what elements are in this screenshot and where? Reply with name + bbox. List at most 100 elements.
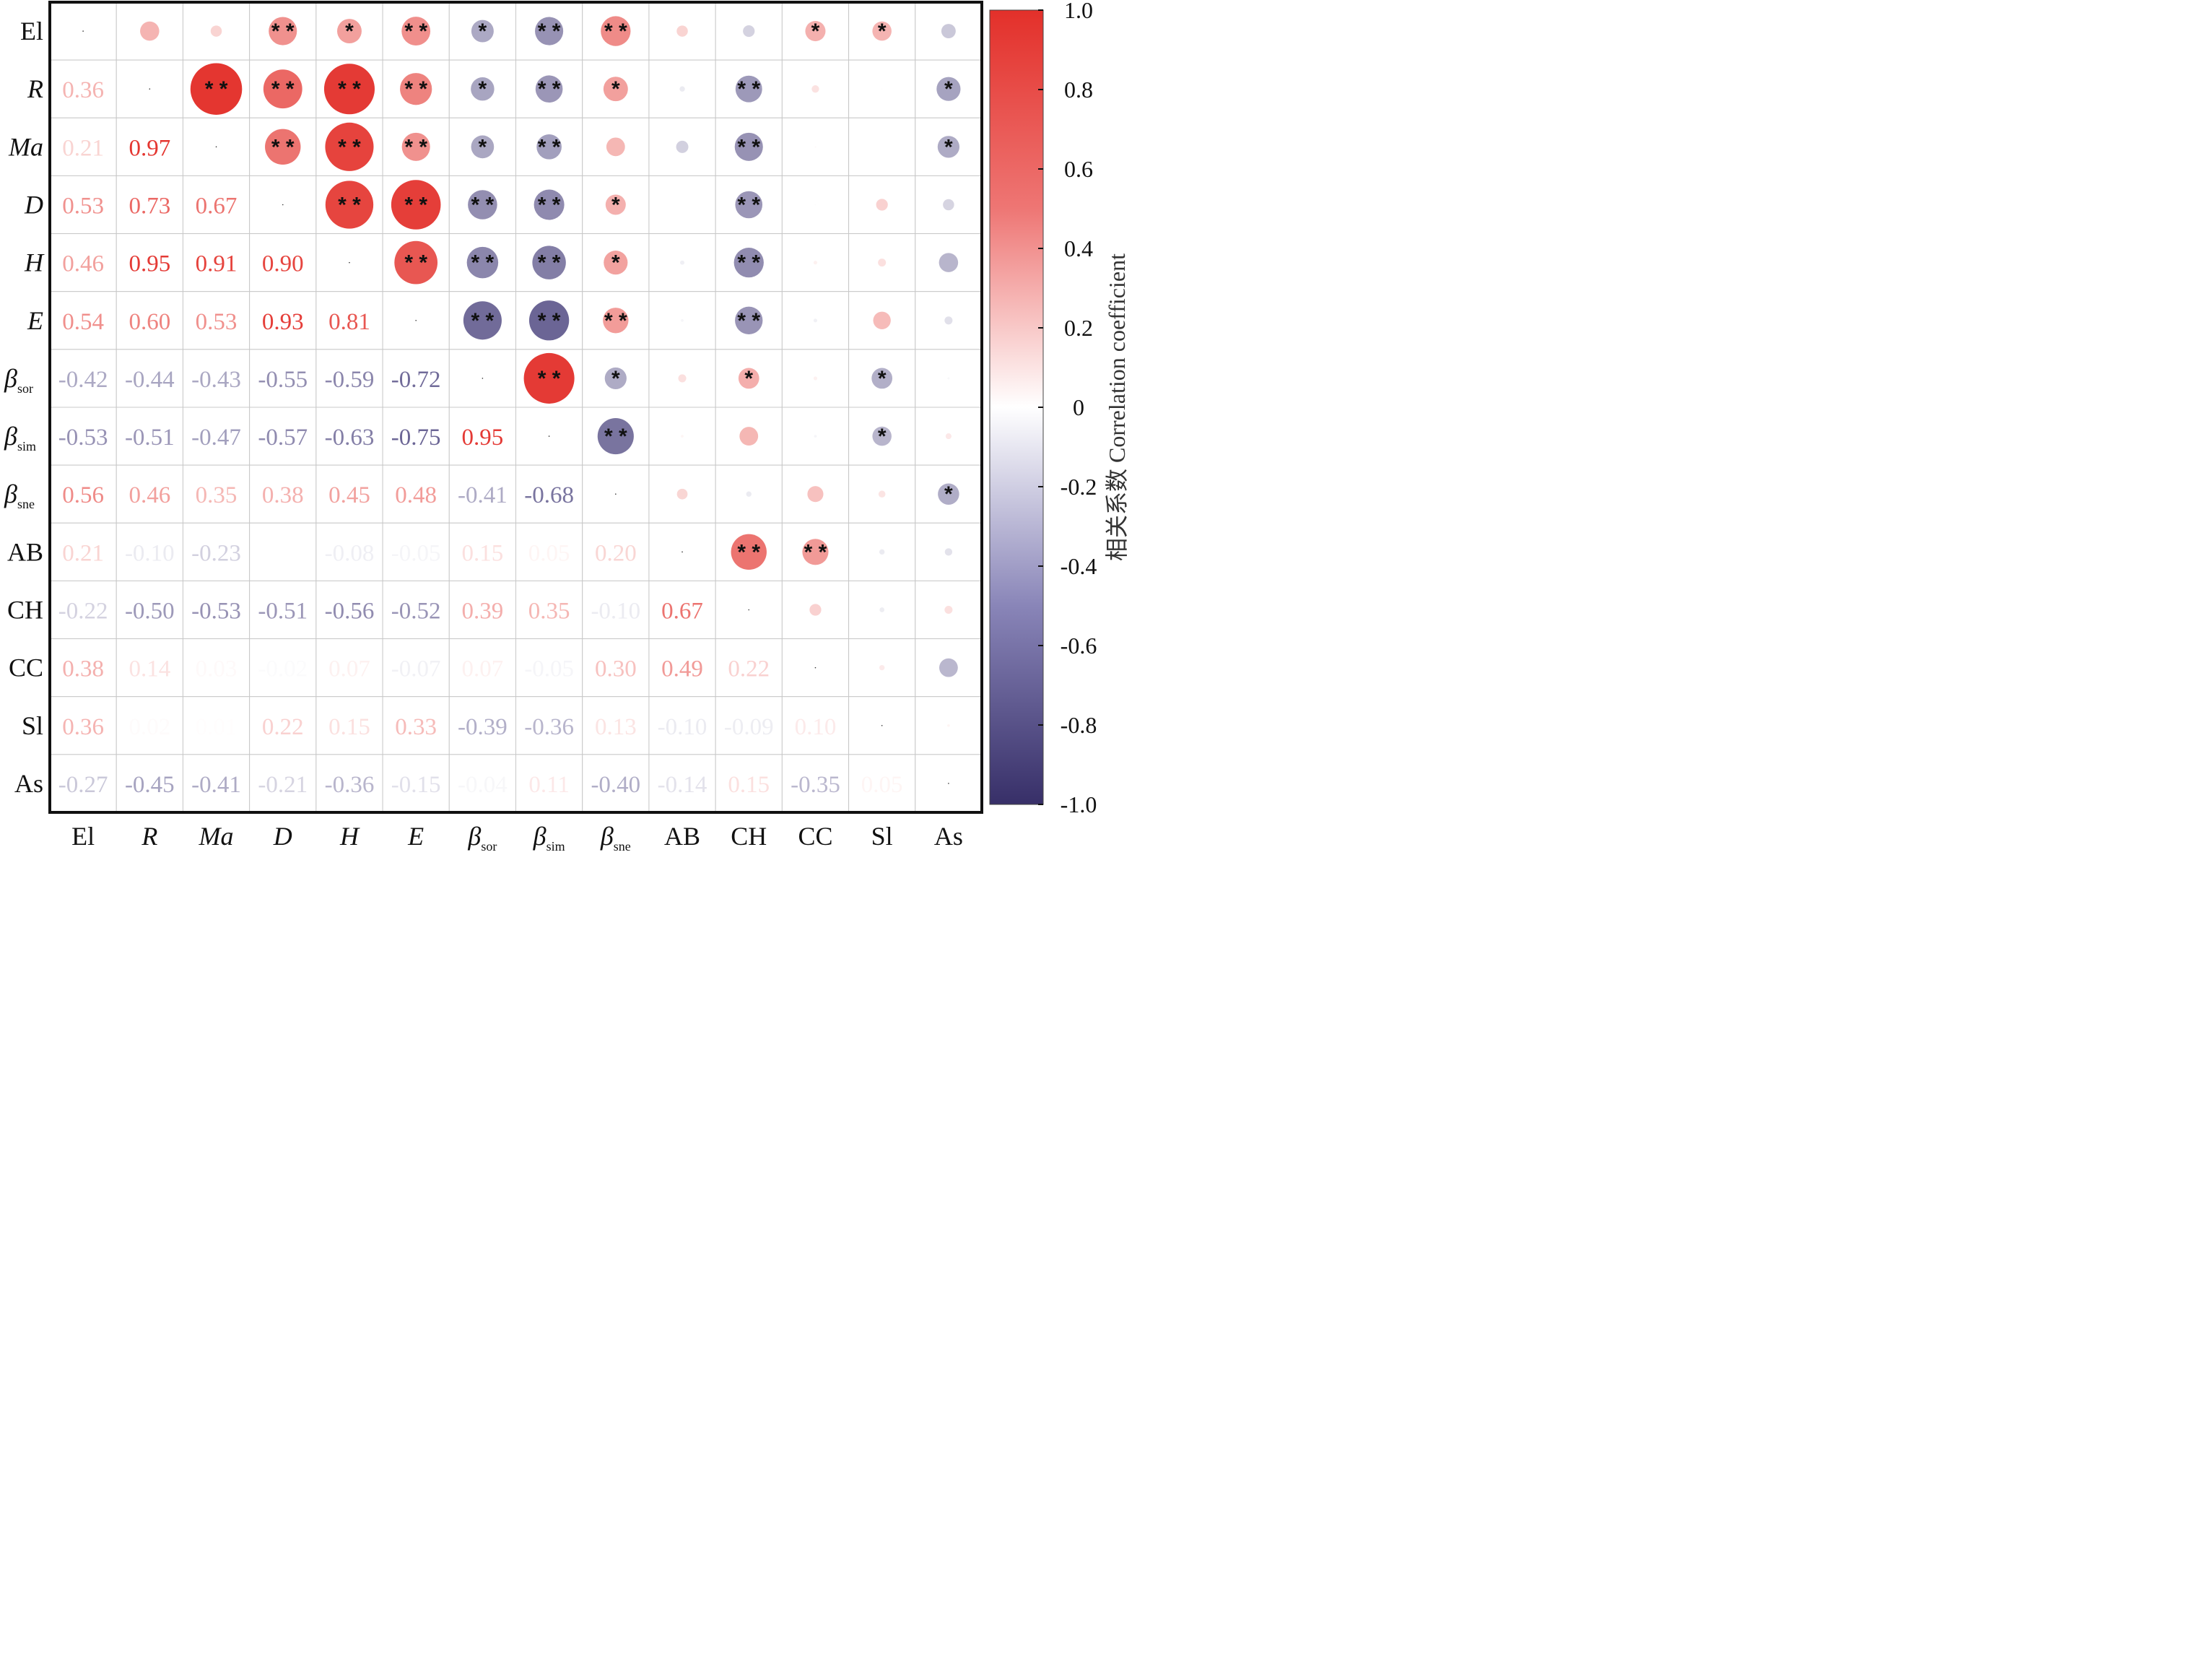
correlation-circle: [597, 418, 634, 455]
diagonal-dot: [349, 261, 350, 264]
significance-marker: *: [479, 77, 487, 101]
column-label: Ma: [199, 822, 234, 851]
significance-marker: *: [878, 367, 887, 391]
correlation-circle: [871, 368, 893, 389]
cell-background: [249, 407, 317, 466]
matrix-cell: 0.91: [182, 233, 251, 292]
coefficient-label: 0.35: [196, 482, 238, 508]
correlation-circle: [813, 376, 818, 381]
matrix-cell: * *: [249, 1, 317, 61]
significance-marker: * *: [737, 135, 760, 159]
correlation-circle: [733, 247, 764, 278]
matrix-cell: * *: [515, 349, 583, 408]
significance-marker: * *: [271, 19, 295, 43]
cell-background: [49, 464, 117, 524]
cell-background: [315, 580, 383, 640]
coefficient-label: -0.43: [191, 367, 241, 393]
correlation-circle: [944, 316, 953, 325]
matrix-cell: [915, 1, 983, 61]
matrix-cell: -0.21: [249, 754, 317, 813]
correlation-circle: [468, 190, 497, 220]
correlation-circle: [731, 534, 767, 570]
matrix-cell: -0.02: [249, 638, 317, 698]
cell-background: [315, 407, 383, 466]
matrix-cell: * *: [382, 175, 450, 235]
cell-background: [49, 175, 117, 235]
cell-background: [648, 175, 716, 235]
correlation-circle: [681, 318, 684, 322]
correlation-circle: [325, 122, 374, 171]
correlation-circle: [814, 435, 817, 438]
matrix-cell: *: [582, 233, 650, 292]
matrix-cell: [648, 117, 716, 176]
row-label: D: [24, 191, 43, 220]
coefficient-label: -0.47: [191, 425, 241, 451]
cell-background: [448, 696, 516, 755]
column-label: El: [71, 822, 95, 851]
cell-background: [49, 117, 117, 176]
coefficient-label: 0.56: [62, 482, 104, 508]
cell-background: [315, 696, 383, 755]
matrix-cell: * *: [515, 59, 583, 118]
diagonal-dot: [615, 493, 617, 495]
cell-background: [49, 696, 117, 755]
correlation-circle: [872, 426, 892, 446]
matrix-cell: -0.55: [249, 349, 317, 408]
coefficient-label: -0.15: [391, 772, 441, 798]
matrix-cell: [116, 1, 183, 61]
correlation-circle: [881, 88, 883, 90]
matrix-cell: *: [915, 464, 983, 524]
significance-marker: * *: [471, 309, 495, 333]
matrix-cell: -0.53: [182, 580, 251, 640]
matrix-cell: -0.36: [315, 754, 383, 813]
cell-background: [781, 754, 850, 813]
cell-background: [182, 175, 251, 235]
coefficient-label: -0.05: [391, 540, 441, 566]
significance-marker: * *: [338, 77, 361, 101]
correlation-circle: [606, 137, 625, 157]
coefficient-label: -0.42: [58, 367, 108, 393]
significance-marker: *: [944, 77, 953, 101]
coefficient-label: -0.52: [391, 599, 441, 625]
significance-marker: * *: [271, 77, 295, 101]
coefficient-label: 0.73: [129, 194, 170, 220]
matrix-cell: 0.46: [116, 464, 183, 524]
correlation-circle: [676, 488, 688, 500]
matrix-cell: -0.05: [515, 638, 583, 698]
matrix-cell: [848, 59, 916, 118]
coefficient-label: 0.15: [728, 772, 770, 798]
cell-background: [249, 638, 317, 698]
coefficient-label: 0.39: [462, 599, 504, 625]
matrix-cell: 0.45: [315, 464, 383, 524]
correlation-circle: [811, 85, 819, 93]
cell-background: [582, 696, 650, 755]
cell-background: [182, 754, 251, 813]
matrix-cell: [848, 522, 916, 581]
cell-background: [848, 754, 916, 813]
matrix-cell: 0.39: [448, 580, 516, 640]
matrix-cell: [848, 696, 916, 755]
matrix-cell: 0.67: [648, 580, 716, 640]
correlation-circle: [523, 352, 575, 404]
coefficient-label: -0.27: [58, 772, 108, 798]
cell-background: [515, 522, 583, 581]
cell-background: [49, 291, 117, 350]
matrix-cell: 0.15: [715, 754, 783, 813]
matrix-cell: 0.54: [49, 291, 117, 350]
cell-background: [315, 522, 383, 581]
matrix-cell: 0.11: [515, 754, 583, 813]
correlation-circle: [532, 246, 566, 279]
coefficient-label: -0.45: [125, 772, 175, 798]
correlation-circle: [878, 490, 886, 498]
correlation-circle: [400, 73, 432, 105]
matrix-cell: [648, 1, 716, 61]
coefficient-label: 0.33: [395, 714, 437, 740]
coefficient-label: 0.46: [62, 251, 104, 277]
coefficient-label: 0.05: [528, 540, 570, 566]
correlation-circle: [944, 605, 953, 615]
matrix-cell: * *: [448, 291, 516, 350]
coefficient-label: -0.53: [58, 425, 108, 451]
cell-background: [848, 117, 916, 176]
matrix-cell: 0.53: [49, 175, 117, 235]
